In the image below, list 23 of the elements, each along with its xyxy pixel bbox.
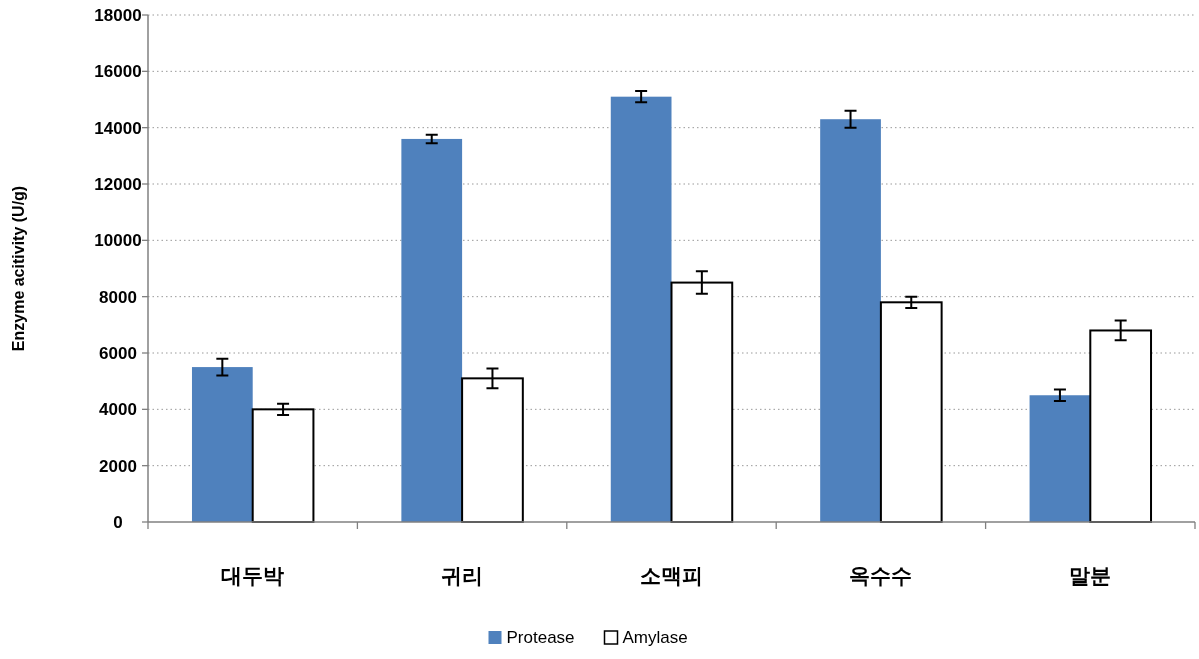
bar xyxy=(191,367,253,522)
legend-label: Amylase xyxy=(622,628,688,647)
y-tick-label: 10000 xyxy=(94,231,142,251)
y-tick-label: 12000 xyxy=(94,175,142,194)
bar xyxy=(1029,395,1091,522)
x-tick-label: 소맥피 xyxy=(640,564,703,587)
y-tick-label: 16000 xyxy=(94,62,142,82)
y-tick-label: 6000 xyxy=(99,344,137,363)
legend-label: Protease xyxy=(506,628,575,647)
y-tick-label: 14000 xyxy=(94,118,142,138)
y-tick-label: 0 xyxy=(113,513,123,532)
x-tick-label: 귀리 xyxy=(441,564,484,587)
y-tick-label: 18000 xyxy=(94,6,142,25)
x-tick-label: 말분 xyxy=(1069,564,1112,587)
y-axis-title: Enzyme acitivity (U/g) xyxy=(10,185,27,352)
bar xyxy=(610,96,672,522)
y-tick-label: 2000 xyxy=(99,456,137,476)
x-tick-label: 옥수수 xyxy=(849,564,913,587)
bar xyxy=(820,119,881,522)
x-tick-label: 대두박 xyxy=(221,564,285,587)
y-tick-label: 8000 xyxy=(99,287,137,307)
bar xyxy=(401,138,463,522)
y-tick-label: 4000 xyxy=(99,400,137,420)
